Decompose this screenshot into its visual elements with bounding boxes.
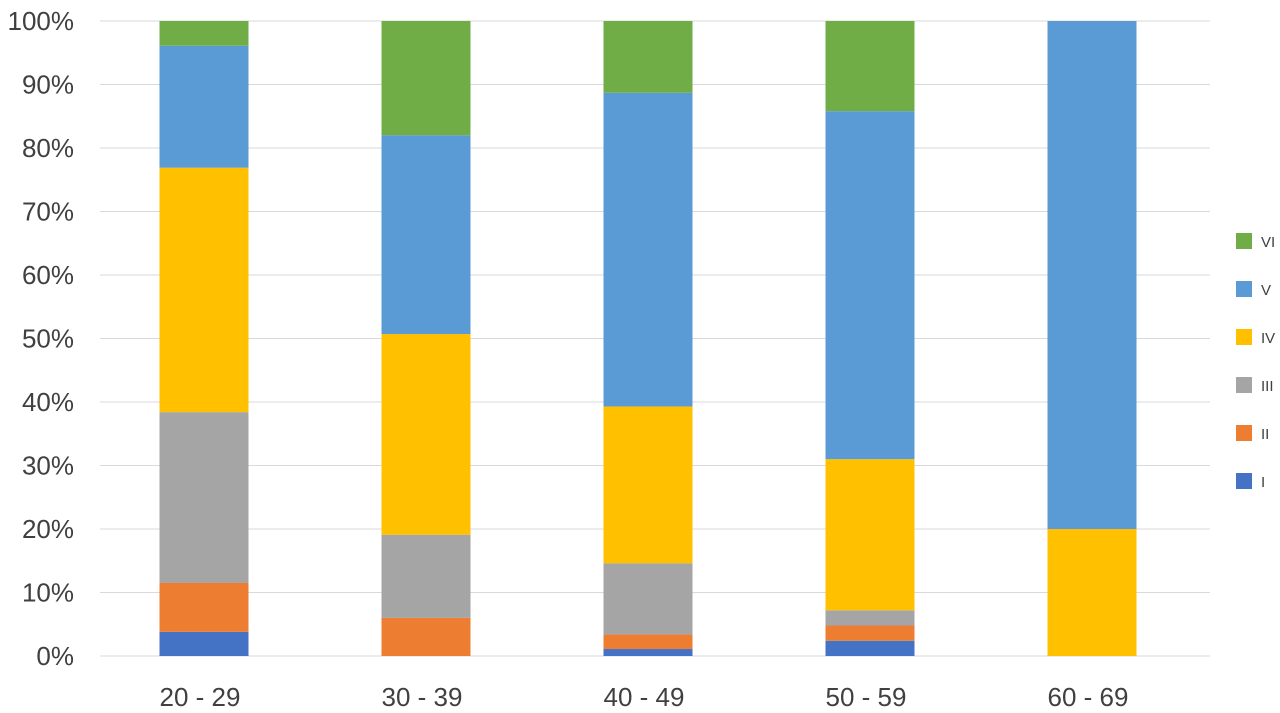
bar-segment-iii-1	[159, 412, 249, 583]
x-category-label: 50 - 59	[826, 682, 907, 712]
bar-segment-v-5	[1047, 21, 1137, 529]
bar-segment-iii-2	[381, 534, 471, 618]
y-tick-label: 20%	[22, 514, 74, 544]
y-tick-label: 10%	[22, 578, 74, 608]
y-tick-label: 80%	[22, 133, 74, 163]
bar-segment-i-1	[159, 631, 249, 656]
x-category-label: 20 - 29	[160, 682, 241, 712]
bar-segment-iv-2	[381, 334, 471, 535]
y-tick-label: 30%	[22, 451, 74, 481]
legend-swatch-ii	[1236, 425, 1252, 441]
y-tick-label: 70%	[22, 197, 74, 227]
bar-segment-iii-3	[603, 563, 693, 635]
y-tick-label: 0%	[36, 641, 74, 671]
bar-segment-ii-4	[825, 625, 915, 641]
bar-segment-ii-1	[159, 582, 249, 632]
bar-segment-ii-2	[381, 617, 471, 656]
bar-segment-vi-2	[381, 21, 471, 136]
legend-label-ii: II	[1261, 426, 1269, 443]
y-tick-label: 100%	[8, 6, 75, 36]
bar-segment-vi-4	[825, 21, 915, 112]
x-category-label: 60 - 69	[1048, 682, 1129, 712]
x-category-label: 40 - 49	[604, 682, 685, 712]
x-axis-category-labels: 20 - 29 30 - 39 40 - 49 50 - 59 60 - 69	[160, 682, 1129, 712]
y-tick-label: 90%	[22, 70, 74, 100]
legend-label-iii: III	[1261, 378, 1274, 395]
legend-label-i: I	[1261, 474, 1265, 491]
bar-segment-i-3	[603, 649, 693, 656]
y-tick-label: 50%	[22, 324, 74, 354]
legend-swatch-iv	[1236, 329, 1252, 345]
bar-segment-v-1	[159, 45, 249, 168]
bar-segment-iii-4	[825, 610, 915, 626]
bar-segment-v-4	[825, 111, 915, 460]
bar-segment-v-3	[603, 92, 693, 407]
bar-segment-ii-3	[603, 634, 693, 650]
bar-segment-iv-5	[1047, 529, 1137, 656]
x-category-label: 30 - 39	[382, 682, 463, 712]
legend-swatch-i	[1236, 473, 1252, 489]
bars	[159, 21, 1137, 656]
legend-label-vi: VI	[1261, 234, 1275, 251]
y-tick-label: 40%	[22, 387, 74, 417]
bar-segment-iv-3	[603, 406, 693, 564]
y-axis-tick-labels: 0% 10% 20% 30% 40% 50% 60% 70% 80% 90% 100%	[8, 6, 75, 671]
legend-swatch-iii	[1236, 377, 1252, 393]
legend-label-iv: IV	[1261, 330, 1275, 347]
legend-swatch-v	[1236, 281, 1252, 297]
bar-segment-iv-4	[825, 459, 915, 611]
legend-label-v: V	[1261, 282, 1271, 299]
y-tick-label: 60%	[22, 260, 74, 290]
bar-segment-v-2	[381, 135, 471, 335]
bar-segment-vi-1	[159, 21, 249, 46]
bar-segment-i-4	[825, 640, 915, 656]
legend-swatch-vi	[1236, 233, 1252, 249]
bar-segment-iv-1	[159, 167, 249, 413]
bar-segment-vi-3	[603, 21, 693, 93]
